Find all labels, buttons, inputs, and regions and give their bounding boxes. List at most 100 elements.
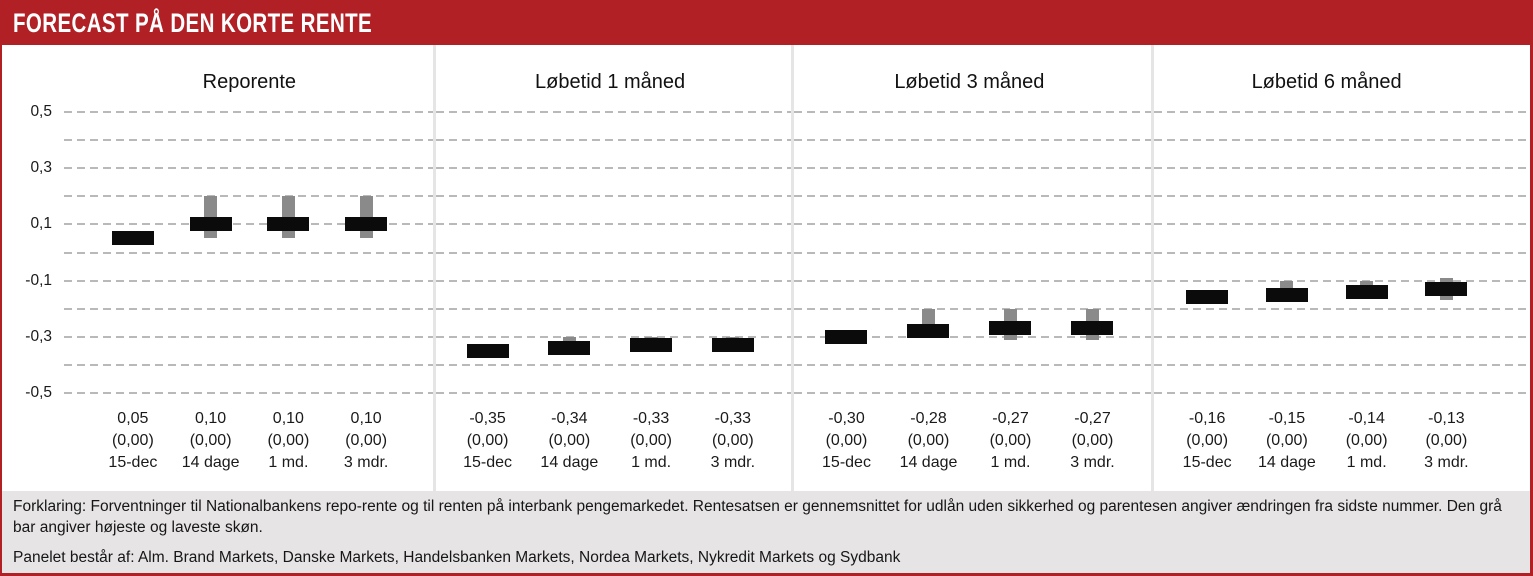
gridline [435,307,792,310]
category-label: 15-dec [822,454,871,471]
estimate-bar [267,217,310,232]
category-label: 14 dage [181,454,240,471]
gridline [1154,195,1530,198]
change-label: (0,00) [111,432,154,449]
panel-note-text: Panelet består af: Alm. Brand Markets, D… [13,549,901,566]
value-label: -0,33 [714,410,752,427]
gridline [794,279,1152,282]
estimate-bar [466,343,509,358]
gridline [64,363,433,366]
x-label: -0,34 (0,00) 14 dage [540,408,598,474]
change-label: (0,00) [345,432,388,449]
value-label: -0,35 [469,410,506,427]
gridline [794,223,1152,226]
x-label: -0,27 (0,00) 1 md. [990,408,1032,474]
panel-lobetid-3-maaned: Løbetid 3 måned -0,30 (0,00) 15-dec -0,28 (0… [791,45,1152,491]
change-label: (0,00) [630,432,672,449]
gridline [435,363,792,366]
value-label: 0,05 [117,410,149,427]
gridline [435,392,792,394]
value-label: -0,27 [1074,410,1111,427]
plot-area [1154,111,1530,394]
value-label: 0,10 [195,410,227,427]
gridline [1154,307,1530,310]
gridline [1154,251,1530,254]
gridline [794,307,1152,310]
estimate-bar [989,321,1032,336]
value-label: -0,27 [992,410,1029,427]
panel-lobetid-1-maaned: Løbetid 1 måned -0,35 (0,00) 15-dec -0,34 (0… [432,45,792,491]
category-label: 15-dec [1182,454,1232,471]
y-axis-tick-label: -0,1 [25,271,52,289]
gridline [64,392,433,394]
change-label: (0,00) [1425,432,1468,449]
gridline [1154,363,1530,366]
x-label: -0,15 (0,00) 14 dage [1258,408,1316,474]
explanation-text: Forklaring: Forventninger til Nationalba… [13,498,1502,536]
estimate-bar [1186,290,1229,305]
value-label: 0,10 [350,410,382,427]
estimate-bar [825,329,868,344]
chart-title: FORECAST PÅ DEN KORTE RENTE [13,8,373,38]
change-label: (0,00) [267,432,310,449]
category-label: 14 dage [899,454,958,471]
gridline [794,111,1152,113]
change-label: (0,00) [989,432,1032,449]
change-label: (0,00) [1071,432,1114,449]
estimate-bar [548,341,591,356]
change-label: (0,00) [711,432,754,449]
panel-title: Løbetid 6 måned [1251,71,1402,93]
x-axis-labels: -0,35 (0,00) 15-dec -0,34 (0,00) 14 dage -0,33… [436,408,792,478]
gridline [64,111,433,113]
x-axis-labels: -0,30 (0,00) 15-dec -0,28 (0,00) 14 dage -0,27… [794,408,1151,478]
change-label: (0,00) [466,432,509,449]
estimate-bar [345,217,388,232]
gridline [1154,139,1530,142]
estimate-bar [907,324,950,339]
estimate-bar [1345,284,1388,299]
gridline [435,279,792,282]
gridline [794,195,1152,198]
category-label: 14 dage [540,454,599,471]
gridline [1154,279,1530,282]
x-label: -0,13 (0,00) 3 mdr. [1424,408,1468,474]
gridline [435,335,792,338]
plot-area: 0,5 0,3 0,1 -0,1 -0,3 -0,5 [2,103,433,401]
panel-title: Reporente [202,71,297,93]
y-axis-tick-label: 0,5 [30,103,52,120]
estimate-bar [711,338,754,353]
category-label: 15-dec [108,454,158,471]
gridline [1154,335,1530,338]
gridline [1154,392,1530,394]
estimate-bar [1425,282,1468,297]
x-label: 0,10 (0,00) 1 md. [267,408,309,474]
gridline [64,307,433,310]
value-label: -0,14 [1348,410,1385,427]
category-label: 3 mdr. [1424,454,1469,471]
gridline [435,195,792,198]
x-label: -0,30 (0,00) 15-dec [822,408,871,474]
gridline [1154,167,1530,170]
change-label: (0,00) [1345,432,1388,449]
gridline [1154,223,1530,226]
panel-title: Løbetid 1 måned [535,71,686,93]
y-axis-tick-label: -0,5 [25,384,52,401]
value-label: -0,15 [1268,410,1306,427]
estimate-bar [189,217,232,232]
gridline [794,139,1152,142]
gridline [64,279,433,282]
plot-area [435,111,792,394]
x-label: 0,10 (0,00) 14 dage [182,408,240,474]
change-label: (0,00) [548,432,591,449]
value-label: -0,33 [632,410,670,427]
gridline [435,223,792,226]
estimate-bar [1071,321,1114,336]
x-axis-labels: 0,05 (0,00) 15-dec 0,10 (0,00) 14 dage 0,10 (0,… [2,408,433,478]
x-label: -0,35 (0,00) 15-dec [463,408,512,474]
plot-area [794,111,1152,394]
x-label: -0,28 (0,00) 14 dage [900,408,958,474]
gridline [435,139,792,142]
gridline [64,223,433,226]
gridline [794,335,1152,338]
